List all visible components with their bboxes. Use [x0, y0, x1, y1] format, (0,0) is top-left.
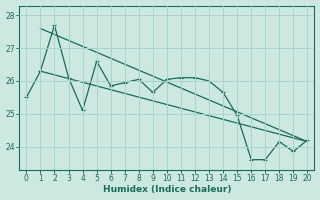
X-axis label: Humidex (Indice chaleur): Humidex (Indice chaleur) [103, 185, 231, 194]
